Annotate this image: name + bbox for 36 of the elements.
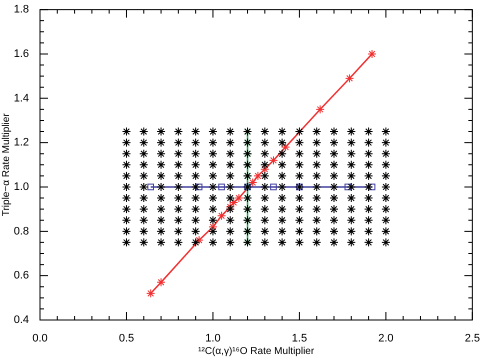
x-tick-label: 0.5 xyxy=(118,332,134,345)
point xyxy=(316,104,325,114)
y-tick-label: 0.8 xyxy=(14,225,29,238)
point xyxy=(196,184,202,190)
point xyxy=(248,178,258,188)
point xyxy=(147,184,154,190)
x-tick-label: 0.0 xyxy=(32,332,48,345)
x-tick-label: 2.0 xyxy=(378,332,394,345)
y-tick-label: 0.6 xyxy=(14,270,29,282)
point xyxy=(281,142,290,152)
point xyxy=(344,184,352,190)
point xyxy=(268,156,278,165)
point xyxy=(226,202,235,212)
y-tick-label: 0.4 xyxy=(14,314,29,326)
x-tick-label: 2.5 xyxy=(464,332,480,345)
x-tick-label: 1.5 xyxy=(292,332,308,345)
y-tick-label: 1.4 xyxy=(14,92,29,104)
point xyxy=(270,184,277,190)
x-axis-title: ¹²C(α,γ)¹⁶O Rate Multiplier xyxy=(198,346,315,357)
point xyxy=(345,74,354,83)
y-tick-label: 1.6 xyxy=(14,48,29,60)
point xyxy=(218,184,225,190)
point xyxy=(229,198,238,207)
point xyxy=(194,236,204,245)
point xyxy=(146,288,156,298)
y-tick-label: 1.8 xyxy=(14,4,29,16)
point xyxy=(217,211,226,220)
point xyxy=(156,278,166,287)
point xyxy=(253,171,262,180)
y-tick-label: 1.2 xyxy=(14,136,29,149)
y-tick-label: 1.0 xyxy=(14,181,29,194)
point xyxy=(234,194,244,203)
x-tick-label: 1.0 xyxy=(205,332,221,345)
point xyxy=(368,184,376,190)
y-axis-title: Triple−α Rate Multiplier xyxy=(0,112,12,216)
point xyxy=(368,49,377,58)
